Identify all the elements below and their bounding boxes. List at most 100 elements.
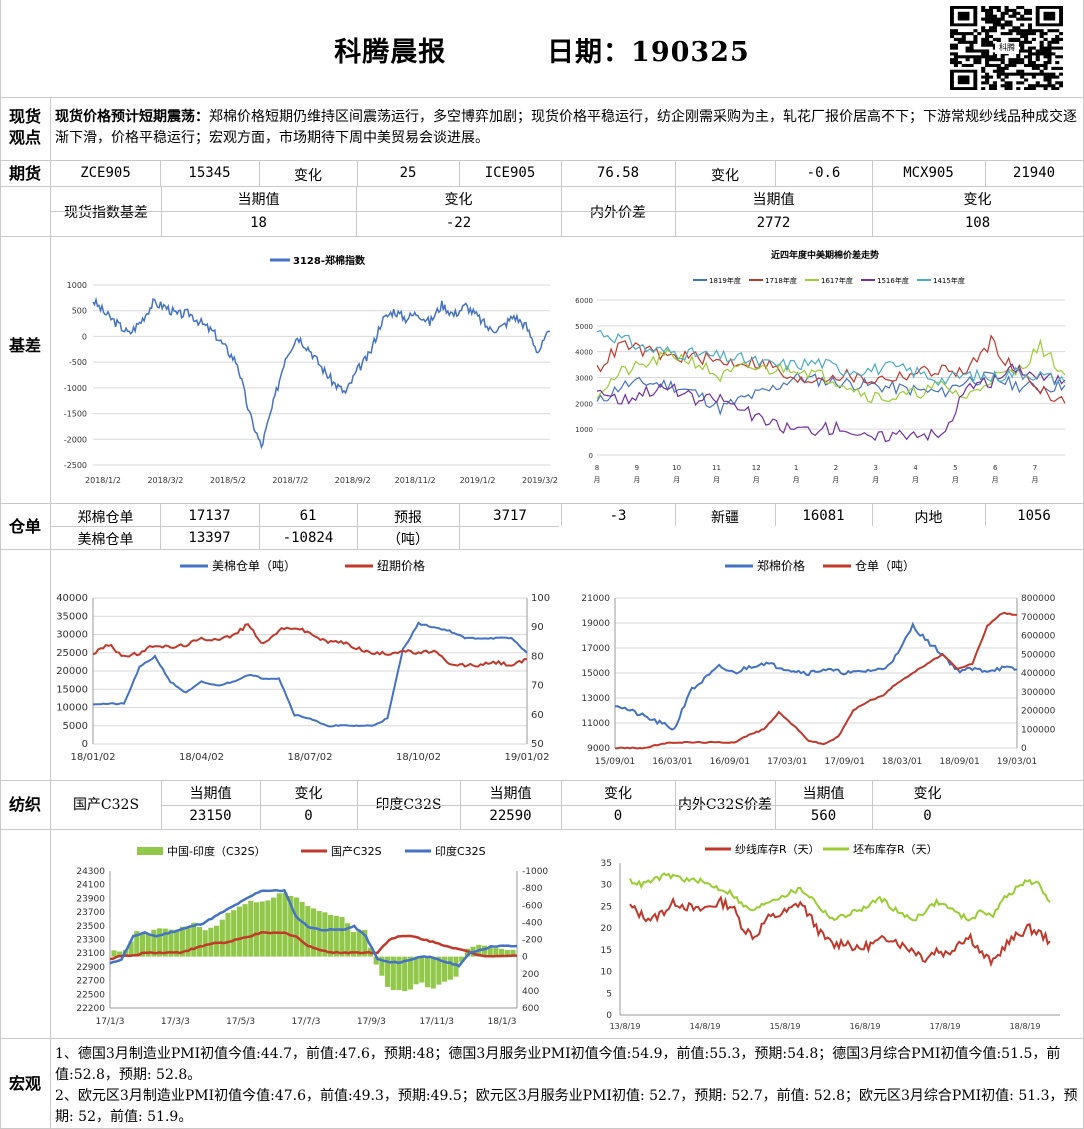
y-tick-label: 1000 [67,281,87,290]
bar [179,926,185,957]
y-tick-label: 23300 [76,936,105,946]
legend-label: 1718年度 [765,276,797,285]
bar [259,901,265,957]
x-tick-label: 11 [712,464,721,472]
bar [345,923,351,957]
domestic-change: 0 [304,808,313,824]
y-tick-label: 9000 [587,744,610,754]
y2-tick-label: -200 [522,936,543,946]
y-tick-label: 11000 [581,719,610,729]
bar [379,956,385,976]
bar [356,931,362,957]
bar [447,956,453,980]
section-label-textile: 纺织 [8,795,41,814]
y-tick-label: 21000 [581,594,610,604]
x-tick-label: 月 [753,476,760,484]
qr-code: 科腾 [950,6,1064,91]
bar [430,956,436,989]
spot-headline: 现货价格预计短期震荡： [55,109,209,125]
report-date: 日期：190325 [547,37,750,68]
basis-current-label: 当期值 [237,192,280,208]
y-tick-label: 23900 [76,894,105,904]
y-tick-label: 10 [601,968,613,978]
y-tick-label: 0 [589,452,593,460]
y-tick-label: 35 [601,859,612,869]
y-tick-label: 0 [606,1011,612,1021]
futures-cell-0: ZCE905 [80,165,131,181]
bar [145,933,151,957]
bar [464,948,470,957]
legend-swatch [137,847,163,855]
bar [305,906,311,957]
y2-tick-label: 400 [522,987,539,997]
x-tick-label: 月 [832,476,839,484]
futures-cell-2: 变化 [294,168,322,184]
y-tick-label: 5000 [63,721,88,732]
inland-value: 1056 [1017,508,1051,524]
legend-label: 1819年度 [709,276,741,285]
zhengmian-price-warehouse-chart: 21000 19000 17000 15000 13000 11000 9000 800000… [581,558,1056,767]
io-current-value: 2772 [756,215,791,231]
bar [322,912,328,957]
bar [276,893,282,957]
domestic-c32s-label: 国产C32S [72,797,140,813]
basis-change-label: 变化 [444,192,473,208]
macro-line-1: 1、德国3月制造业PMI初值今值:44.7，前值:47.6，预期:48；德国3月… [55,1046,1061,1083]
forecast-label: 预报 [394,510,422,526]
y2-tick-label: 400000 [1021,669,1056,679]
bar [202,930,208,957]
bar [328,914,334,957]
bar [339,916,345,957]
bar [128,941,134,957]
x-tick-label: 17/11/3 [419,1017,454,1027]
y-tick-label: 19000 [581,619,610,629]
io-change-value: 108 [964,215,991,231]
x-tick-label: 15/8/19 [770,1022,801,1031]
futures-cell-4: ICE905 [484,165,536,181]
y-tick-label: 1000 [575,426,593,434]
x-tick-label: 18/09/01 [939,757,979,767]
y2-tick-label: 700000 [1021,613,1056,623]
report-title-row: 科腾晨报 日期：190325 [0,30,1084,69]
india-value: 22590 [489,808,532,824]
bar [288,895,294,957]
bar [242,904,248,957]
legend-label: 中国-印度（C32S） [167,844,266,858]
x-tick-label: 4 [913,464,918,472]
futures-cell-7: -0.6 [806,165,841,181]
y2-tick-label: 0 [1021,744,1027,754]
x-tick-label: 18/03/01 [882,757,922,767]
y-tick-label: 23100 [76,949,105,959]
bar [117,951,123,957]
x-tick-label: 9 [635,464,639,472]
spread-c32s-label: 内外C32S价差 [677,797,773,813]
y-tick-label: 6000 [575,297,593,305]
bar [225,912,231,957]
y-tick-label: 10000 [56,703,88,714]
y-tick-label: 23700 [76,908,105,918]
y2-tick-label: 800000 [1021,594,1056,604]
y-tick-label: 13000 [581,694,610,704]
macro-line-2: 2、欧元区3月制造业PMI初值今值:47.6，前值:49.3，预期:49.5；欧… [55,1088,1078,1125]
series-line-0 [614,621,1018,731]
bar [191,922,197,957]
zce-warehouse-value: 17137 [188,508,231,524]
bar [134,931,140,957]
india-change-label: 变化 [604,786,632,802]
x-tick-label: 6 [993,464,998,472]
x-tick-label: 月 [992,476,999,484]
y-tick-label: 0 [82,739,88,750]
report-title: 科腾晨报 [334,37,447,68]
series-line-0 [92,621,528,728]
spot-body: 郑棉价格短期仍维持区间震荡运行，多空博弈加剧；现货价格平稳运行，纺企刚需采购为主… [55,109,1077,146]
bar [282,892,288,957]
bar [231,910,237,957]
y2-tick-label: 80 [531,651,544,662]
xinjiang-value: 16081 [802,508,845,524]
y2-tick-label: 100000 [1021,725,1056,735]
y-tick-label: 4000 [575,349,593,357]
x-tick-label: 17/7/3 [292,1017,321,1027]
india-current-label: 当期值 [489,786,532,802]
y-tick-label: -500 [69,358,87,367]
legend-label: 1516年度 [877,276,909,285]
